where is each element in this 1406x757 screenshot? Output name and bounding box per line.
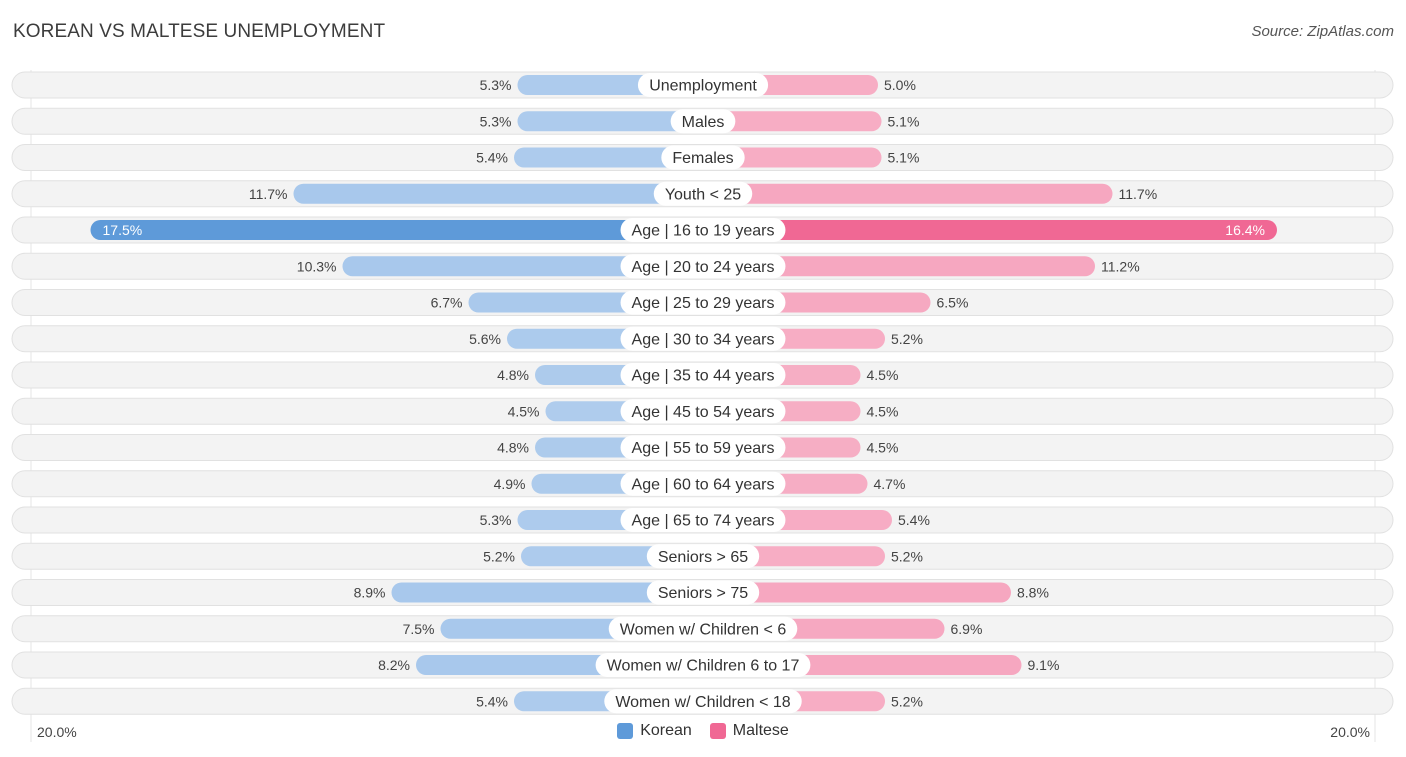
category-label-age-25-to-29-years: Age | 25 to 29 years: [632, 295, 775, 312]
category-label-youth-25: Youth < 25: [665, 186, 741, 203]
value-label-maltese-youth-25: 11.7%: [1119, 186, 1158, 202]
legend-label-maltese: Maltese: [732, 722, 789, 739]
value-label-korean-seniors-75: 8.9%: [354, 585, 386, 601]
category-pill-women-w-children-6: [608, 616, 798, 641]
value-label-maltese-women-w-children-18: 5.2%: [891, 693, 923, 709]
category-pill-age-25-to-29-years: [620, 290, 786, 315]
bar-maltese-seniors-75: [693, 582, 1011, 603]
category-label-unemployment: Unemployment: [649, 78, 757, 95]
category-pill-females: [661, 145, 745, 170]
value-label-maltese-seniors-75: 8.8%: [1017, 585, 1049, 601]
value-label-korean-youth-25: 11.7%: [249, 186, 288, 202]
legend: Korean Maltese: [0, 722, 1406, 740]
axis-label-left: 20.0%: [37, 724, 77, 740]
axis-label-right: 20.0%: [1330, 724, 1370, 740]
value-label-maltese-males: 5.1%: [888, 113, 920, 129]
category-label-age-65-to-74-years: Age | 65 to 74 years: [632, 513, 775, 530]
value-label-maltese-women-w-children-6-to-17: 9.1%: [1028, 657, 1060, 673]
value-label-korean-age-55-to-59-years: 4.8%: [497, 440, 529, 456]
value-label-korean-women-w-children-6-to-17: 8.2%: [378, 657, 410, 673]
bar-korean-youth-25: [293, 183, 713, 204]
bar-korean-males: [517, 111, 713, 132]
value-label-maltese-age-60-to-64-years: 4.7%: [874, 476, 906, 492]
legend-swatch-korean: [617, 723, 634, 739]
value-label-korean-age-45-to-54-years: 4.5%: [508, 403, 540, 419]
legend-item-maltese[interactable]: Maltese: [709, 722, 789, 740]
category-label-seniors-75: Seniors > 75: [658, 585, 748, 602]
value-label-maltese-age-35-to-44-years: 4.5%: [867, 367, 899, 383]
category-pill-age-20-to-24-years: [620, 254, 786, 279]
category-label-age-45-to-54-years: Age | 45 to 54 years: [632, 404, 775, 421]
value-label-maltese-females: 5.1%: [888, 150, 920, 166]
category-pill-women-w-children-18: [604, 689, 802, 714]
bar-maltese-age-20-to-24-years: [693, 256, 1095, 277]
category-label-women-w-children-6-to-17: Women w/ Children 6 to 17: [607, 658, 800, 675]
category-pill-age-30-to-34-years: [620, 326, 786, 351]
category-pill-age-35-to-44-years: [620, 363, 786, 387]
category-label-women-w-children-18: Women w/ Children < 18: [615, 694, 790, 711]
category-pill-males: [670, 109, 736, 134]
category-label-age-60-to-64-years: Age | 60 to 64 years: [632, 476, 775, 493]
bar-maltese-males: [693, 111, 882, 132]
value-label-korean-age-20-to-24-years: 10.3%: [297, 258, 337, 274]
value-label-maltese-age-25-to-29-years: 6.5%: [937, 295, 969, 311]
bar-korean-seniors-75: [391, 582, 713, 603]
value-label-maltese-age-45-to-54-years: 4.5%: [867, 403, 899, 419]
value-label-korean-males: 5.3%: [480, 113, 512, 129]
category-pill-women-w-children-6-to-17: [595, 653, 811, 677]
value-label-korean-age-65-to-74-years: 5.3%: [480, 512, 512, 528]
value-label-korean-females: 5.4%: [476, 150, 508, 166]
category-label-age-35-to-44-years: Age | 35 to 44 years: [632, 368, 775, 385]
category-pill-age-65-to-74-years: [620, 508, 786, 532]
value-label-korean-women-w-children-18: 5.4%: [476, 693, 508, 709]
value-label-maltese-seniors-65: 5.2%: [891, 548, 923, 564]
category-pill-unemployment: [637, 73, 769, 97]
category-label-age-20-to-24-years: Age | 20 to 24 years: [632, 259, 775, 276]
category-label-age-30-to-34-years: Age | 30 to 34 years: [632, 331, 775, 348]
bar-korean-age-20-to-24-years: [342, 256, 713, 277]
value-label-korean-seniors-65: 5.2%: [483, 548, 515, 564]
legend-swatch-maltese: [709, 723, 726, 739]
bar-korean-age-16-to-19-years: [90, 220, 713, 240]
category-pill-youth-25: [653, 181, 753, 206]
value-label-korean-age-25-to-29-years: 6.7%: [431, 295, 463, 311]
legend-label-korean: Korean: [640, 722, 692, 739]
legend-item-korean[interactable]: Korean: [617, 722, 692, 740]
category-pill-age-16-to-19-years: [620, 218, 786, 242]
value-label-korean-age-16-to-19-years: 17.5%: [103, 222, 143, 238]
value-label-maltese-unemployment: 5.0%: [884, 77, 916, 93]
value-label-korean-age-30-to-34-years: 5.6%: [469, 331, 501, 347]
category-label-age-55-to-59-years: Age | 55 to 59 years: [632, 440, 775, 457]
category-pill-seniors-65: [646, 544, 760, 569]
category-label-seniors-65: Seniors > 65: [658, 549, 748, 566]
value-label-korean-age-35-to-44-years: 4.8%: [497, 367, 529, 383]
bar-maltese-age-16-to-19-years: [693, 220, 1277, 240]
value-label-maltese-age-55-to-59-years: 4.5%: [867, 440, 899, 456]
category-pill-age-45-to-54-years: [620, 399, 786, 424]
value-label-maltese-age-16-to-19-years: 16.4%: [1225, 222, 1265, 238]
value-label-maltese-women-w-children-6: 6.9%: [951, 621, 983, 637]
category-pill-seniors-75: [646, 580, 760, 605]
value-label-maltese-age-65-to-74-years: 5.4%: [898, 512, 930, 528]
value-label-korean-women-w-children-6: 7.5%: [403, 621, 435, 637]
category-pill-age-55-to-59-years: [620, 435, 786, 460]
value-label-korean-unemployment: 5.3%: [480, 77, 512, 93]
value-label-maltese-age-30-to-34-years: 5.2%: [891, 331, 923, 347]
category-pill-age-60-to-64-years: [620, 471, 786, 496]
category-label-females: Females: [672, 150, 733, 167]
value-label-maltese-age-20-to-24-years: 11.2%: [1101, 258, 1140, 274]
source-label: Source: ZipAtlas.com: [1251, 23, 1394, 40]
category-label-age-16-to-19-years: Age | 16 to 19 years: [632, 223, 775, 240]
value-label-korean-age-60-to-64-years: 4.9%: [494, 476, 526, 492]
category-label-women-w-children-6: Women w/ Children < 6: [620, 621, 787, 638]
chart-title: KOREAN VS MALTESE UNEMPLOYMENT: [13, 21, 386, 42]
bar-maltese-youth-25: [693, 183, 1113, 204]
category-label-males: Males: [682, 114, 725, 131]
